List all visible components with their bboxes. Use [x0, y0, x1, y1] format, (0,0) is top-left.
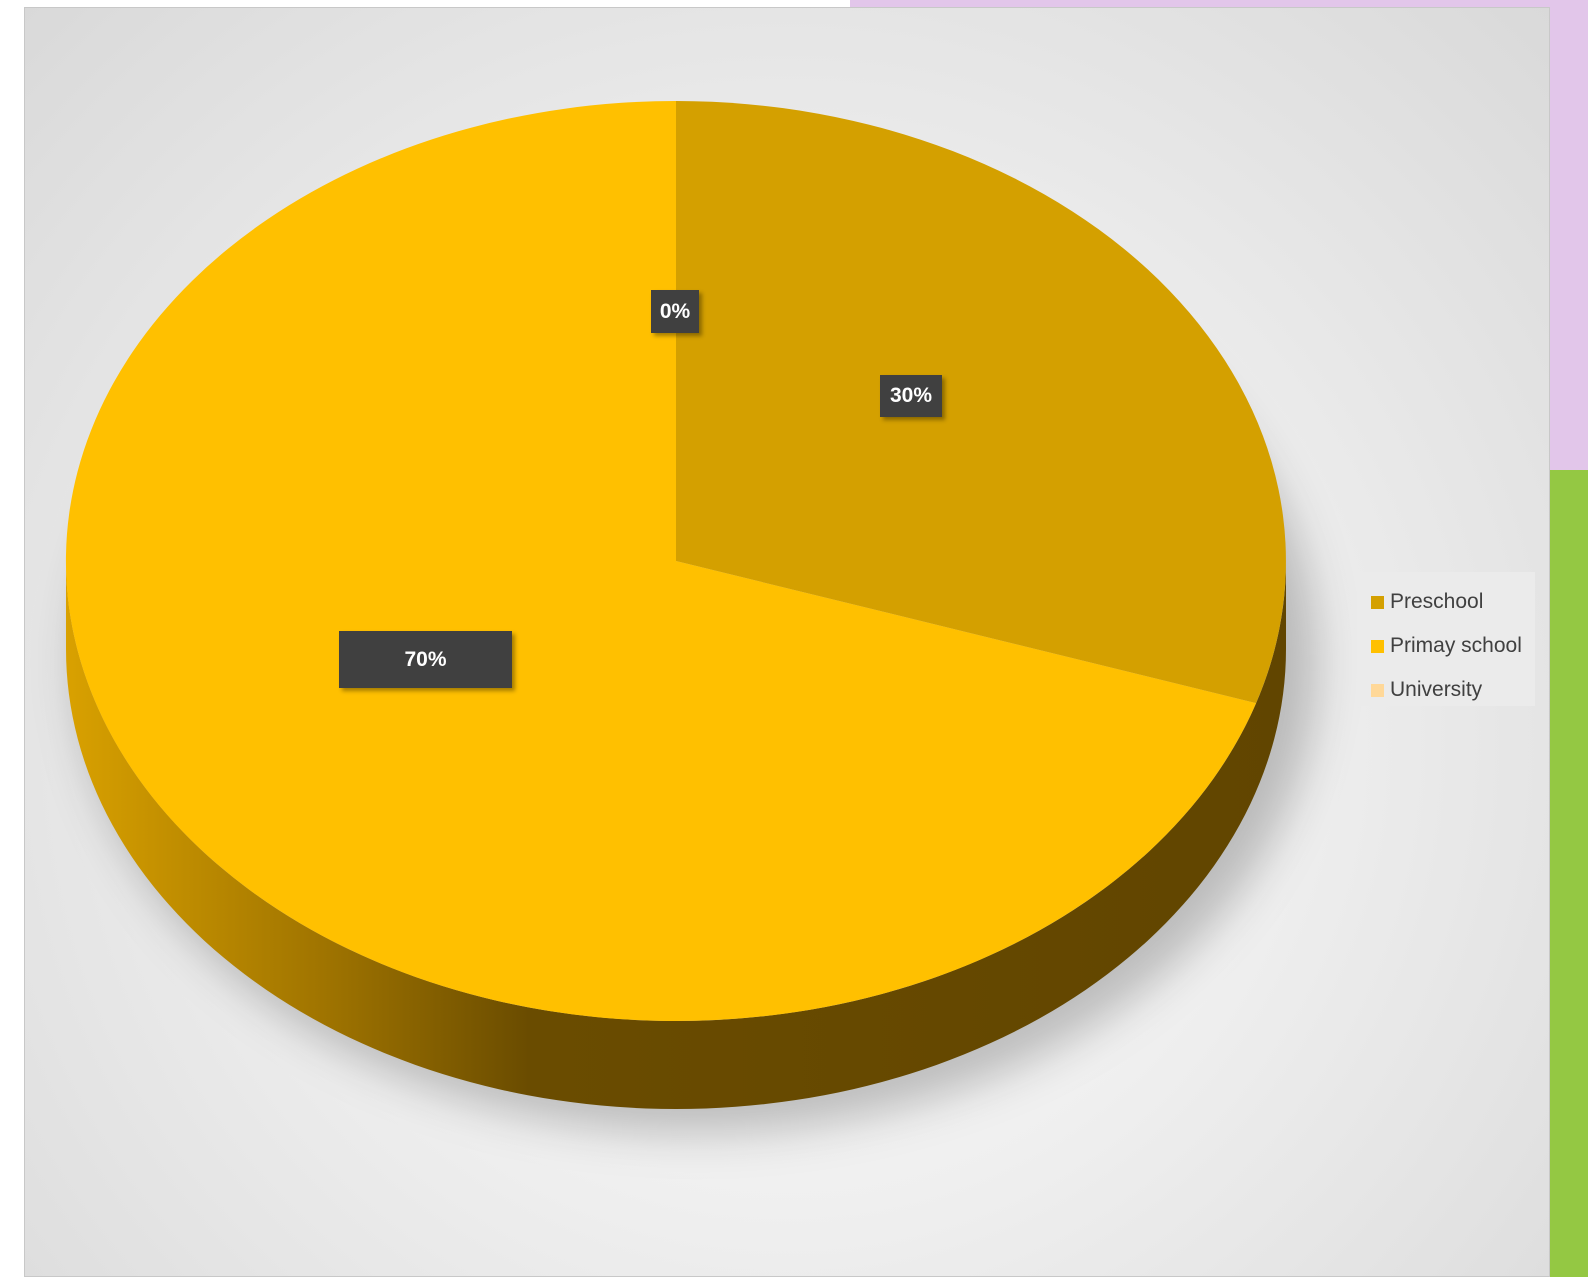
legend-swatch-university [1371, 683, 1384, 697]
data-label-primay-school: 70% [339, 631, 512, 688]
chart-area: 30% 70% 0% Preschool Primay school Unive… [24, 7, 1550, 1277]
legend-item-primay-school: Primay school [1357, 624, 1535, 668]
pie-chart [65, 100, 1317, 1133]
legend-label-university: University [1390, 678, 1483, 701]
legend-swatch-preschool [1371, 595, 1384, 609]
legend-item-university: University [1357, 668, 1535, 712]
legend-label-preschool: Preschool [1390, 590, 1484, 613]
data-label-university: 0% [651, 290, 699, 333]
legend-item-preschool: Preschool [1357, 580, 1535, 624]
legend: Preschool Primay school University [1357, 572, 1535, 706]
legend-label-primay-school: Primay school [1390, 634, 1522, 657]
legend-swatch-primay-school [1371, 639, 1384, 653]
pie-side-wall [66, 561, 1286, 1109]
background-green-panel [1548, 470, 1588, 1277]
pie-slice-primay-school [65, 100, 1257, 1022]
pie-slice-preschool [676, 101, 1286, 704]
data-label-preschool: 30% [880, 375, 942, 417]
